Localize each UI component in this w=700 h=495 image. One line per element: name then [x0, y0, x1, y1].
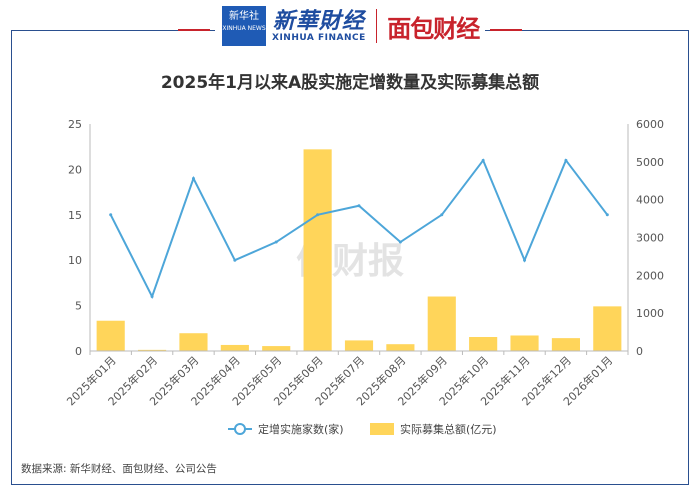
xinhua-finance-brand: 新華財经 XINHUA FINANCE — [272, 9, 366, 43]
y-right-tick-label: 5000 — [636, 156, 664, 169]
header-rule-left — [178, 29, 210, 31]
y-left-tick-label: 15 — [68, 209, 82, 222]
bar — [427, 296, 456, 351]
y-right-tick-label: 6000 — [636, 118, 664, 131]
bar — [510, 335, 539, 351]
line-point — [398, 240, 402, 244]
bar — [262, 346, 291, 351]
data-source: 数据来源: 新华财经、面包财经、公司公告 — [21, 463, 217, 475]
y-left-tick-label: 5 — [75, 300, 82, 313]
frame-gap — [215, 24, 485, 36]
xinhua-finance-cn: 新華財经 — [272, 8, 365, 34]
chart-title: 2025年1月以来A股实施定增数量及实际募集总额 — [160, 73, 540, 93]
bar — [593, 306, 622, 351]
y-left-tick-label: 10 — [68, 254, 82, 267]
xinhua-logo-text: 新华社 — [229, 11, 259, 22]
xinhua-logo: 新华社 XINHUA NEWS — [222, 6, 266, 46]
line-point — [109, 213, 113, 217]
line-point — [440, 213, 444, 217]
y-right-tick-label: 3000 — [636, 232, 664, 245]
mianbao-brand: 面包财经 — [387, 14, 480, 43]
line-point — [150, 295, 154, 299]
bar — [344, 340, 374, 351]
y-right-tick-label: 0 — [636, 345, 643, 358]
bar — [386, 344, 415, 351]
line-point — [523, 258, 527, 262]
line-point — [605, 213, 609, 217]
header-divider — [375, 9, 378, 43]
legend-line-marker — [234, 423, 246, 435]
y-right-tick-label: 4000 — [636, 194, 664, 207]
y-left-tick-label: 20 — [68, 163, 82, 176]
line-point — [316, 213, 320, 217]
xinhua-logo-sub: XINHUA NEWS — [222, 25, 266, 32]
line-point — [274, 240, 278, 244]
bar — [220, 344, 249, 351]
header-rule-right — [490, 29, 522, 31]
legend-bar-swatch — [370, 423, 394, 435]
bar — [138, 349, 167, 351]
y-right-tick-label: 1000 — [636, 307, 664, 320]
bar — [469, 337, 498, 351]
line-point — [357, 204, 361, 208]
y-right-tick-label: 2000 — [636, 269, 664, 282]
line-point — [481, 158, 485, 162]
bar — [551, 338, 580, 351]
header: 新华社 XINHUA NEWS 新華財经 XINHUA FINANCE 面包财经 — [222, 4, 480, 48]
legend-label-bar: 实际募集总额(亿元) — [400, 422, 497, 436]
line-point — [191, 176, 195, 180]
bar — [96, 320, 125, 351]
bar — [303, 149, 332, 351]
line-point — [233, 258, 237, 262]
legend-label-line: 定增实施家数(家) — [258, 422, 344, 436]
y-left-tick-label: 0 — [75, 345, 82, 358]
bar — [179, 333, 208, 351]
y-left-tick-label: 25 — [68, 118, 82, 131]
line-point — [564, 158, 568, 162]
xinhua-finance-en: XINHUA FINANCE — [272, 33, 366, 43]
